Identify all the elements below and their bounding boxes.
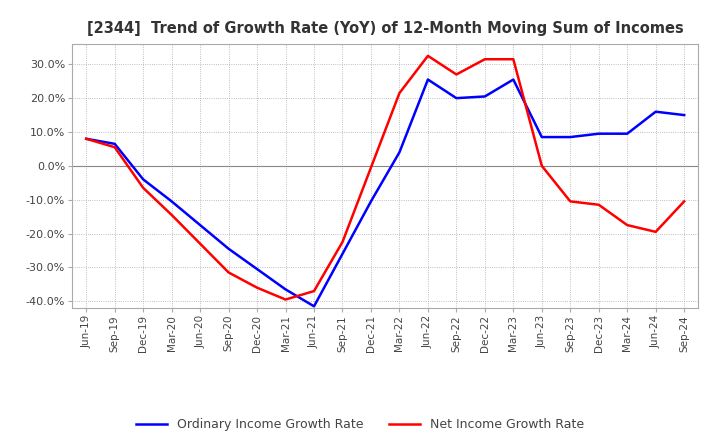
Net Income Growth Rate xyxy=(225,270,233,275)
Line: Ordinary Income Growth Rate: Ordinary Income Growth Rate xyxy=(86,80,684,306)
Ordinary Income Growth Rate xyxy=(537,135,546,140)
Net Income Growth Rate xyxy=(509,57,518,62)
Ordinary Income Growth Rate xyxy=(310,304,318,309)
Line: Net Income Growth Rate: Net Income Growth Rate xyxy=(86,56,684,300)
Net Income Growth Rate xyxy=(566,199,575,204)
Ordinary Income Growth Rate xyxy=(110,141,119,147)
Net Income Growth Rate xyxy=(82,136,91,141)
Ordinary Income Growth Rate xyxy=(623,131,631,136)
Ordinary Income Growth Rate xyxy=(680,113,688,118)
Ordinary Income Growth Rate xyxy=(253,267,261,272)
Net Income Growth Rate xyxy=(366,165,375,170)
Ordinary Income Growth Rate xyxy=(196,223,204,228)
Ordinary Income Growth Rate xyxy=(480,94,489,99)
Ordinary Income Growth Rate xyxy=(139,177,148,182)
Net Income Growth Rate xyxy=(196,241,204,246)
Net Income Growth Rate xyxy=(680,199,688,204)
Legend: Ordinary Income Growth Rate, Net Income Growth Rate: Ordinary Income Growth Rate, Net Income … xyxy=(131,413,589,436)
Net Income Growth Rate xyxy=(623,223,631,228)
Net Income Growth Rate xyxy=(595,202,603,207)
Net Income Growth Rate xyxy=(395,91,404,96)
Net Income Growth Rate xyxy=(253,285,261,290)
Ordinary Income Growth Rate xyxy=(338,251,347,257)
Ordinary Income Growth Rate xyxy=(366,199,375,204)
Net Income Growth Rate xyxy=(110,145,119,150)
Net Income Growth Rate xyxy=(423,53,432,59)
Net Income Growth Rate xyxy=(282,297,290,302)
Net Income Growth Rate xyxy=(139,185,148,191)
Net Income Growth Rate xyxy=(338,239,347,245)
Ordinary Income Growth Rate xyxy=(167,199,176,204)
Ordinary Income Growth Rate xyxy=(82,136,91,141)
Net Income Growth Rate xyxy=(452,72,461,77)
Ordinary Income Growth Rate xyxy=(566,135,575,140)
Net Income Growth Rate xyxy=(480,57,489,62)
Net Income Growth Rate xyxy=(652,229,660,235)
Ordinary Income Growth Rate xyxy=(395,150,404,155)
Title: [2344]  Trend of Growth Rate (YoY) of 12-Month Moving Sum of Incomes: [2344] Trend of Growth Rate (YoY) of 12-… xyxy=(87,21,683,36)
Ordinary Income Growth Rate xyxy=(652,109,660,114)
Ordinary Income Growth Rate xyxy=(509,77,518,82)
Net Income Growth Rate xyxy=(167,212,176,217)
Ordinary Income Growth Rate xyxy=(282,287,290,292)
Net Income Growth Rate xyxy=(537,163,546,169)
Ordinary Income Growth Rate xyxy=(225,246,233,251)
Ordinary Income Growth Rate xyxy=(423,77,432,82)
Ordinary Income Growth Rate xyxy=(452,95,461,101)
Ordinary Income Growth Rate xyxy=(595,131,603,136)
Net Income Growth Rate xyxy=(310,289,318,294)
